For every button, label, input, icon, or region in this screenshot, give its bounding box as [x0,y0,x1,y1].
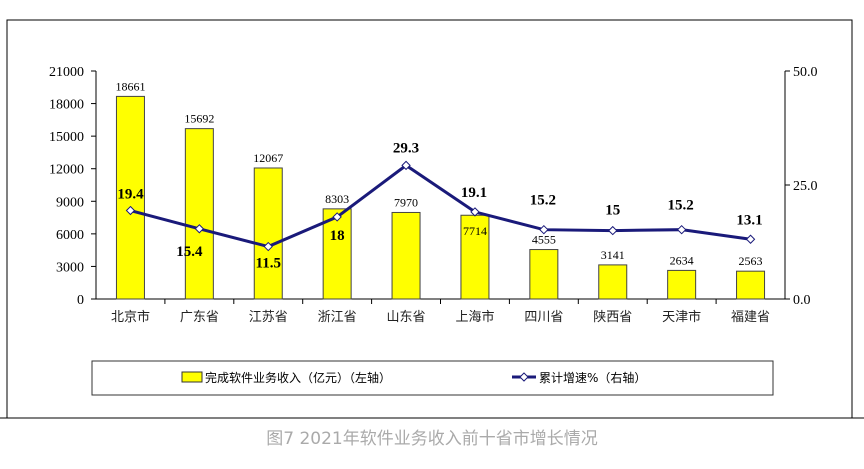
right-tick-label: 50.0 [793,65,818,80]
legend-box [91,360,774,396]
line-value-label: 15.2 [530,193,556,209]
line-value-label: 29.3 [393,140,419,156]
bar [529,249,559,300]
line-point-marker [263,241,273,252]
chart-frame [6,19,853,419]
line-value-label: 18 [330,228,345,244]
bar [253,167,283,300]
left-tick-label: 6000 [56,228,84,243]
left-tick-label: 0 [77,293,84,308]
category-label: 天津市 [662,309,701,325]
bar-value-label: 18661 [115,79,145,93]
line-point-marker [125,205,136,216]
bar-value-label: 4555 [532,233,556,247]
legend-line-label: 累计增速%（右轴） [539,370,646,385]
line-value-label: 15.2 [668,198,694,214]
bar [184,128,214,300]
bar-value-label: 8303 [325,192,349,206]
category-label: 浙江省 [318,310,357,325]
legend-bar-label: 完成软件业务收入（亿元）（左轴） [205,370,391,385]
bar-value-label: 12067 [253,151,283,165]
line-point-marker [539,224,549,235]
bar [667,269,697,300]
category-label: 北京市 [111,309,150,325]
category-label: 广东省 [180,310,219,325]
left-tick-label: 15000 [49,130,84,145]
bar [460,214,490,300]
left-tick-label: 12000 [49,163,84,178]
line-value-label: 15.4 [176,244,203,260]
bar-value-label: 2563 [739,254,763,268]
bar [391,211,421,300]
category-label: 四川省 [524,310,563,325]
legend-diamond-marker [519,372,529,382]
bar-value-label: 2634 [670,253,694,267]
line-value-label: 13.1 [736,212,762,228]
line-point-marker [401,160,411,171]
category-label: 上海市 [455,309,494,325]
bar [736,270,766,300]
right-tick-label: 25.0 [793,179,818,194]
bar-value-label: 7970 [394,195,418,209]
category-label: 福建省 [731,310,770,325]
line-value-label: 15 [605,203,620,219]
bar-value-label: 3141 [601,248,625,262]
bar-value-label: 7714 [463,224,487,238]
line-point-marker [608,225,618,236]
line-value-label: 11.5 [256,256,281,272]
line-point-marker [332,212,342,222]
bar [322,208,352,300]
line-point-marker [745,234,756,244]
line-value-label: 19.1 [461,185,487,201]
bar [598,264,628,300]
category-label: 山东省 [387,310,426,325]
left-tick-label: 9000 [56,195,84,210]
left-tick-label: 18000 [49,98,84,113]
line-point-marker [676,224,687,235]
legend: 完成软件业务收入（亿元）（左轴） 累计增速%（右轴） [91,360,774,396]
line-point-marker [194,224,205,234]
bar [115,95,145,300]
right-tick-label: 0.0 [793,293,811,308]
category-label: 陕西省 [593,310,632,325]
left-tick-label: 21000 [49,65,84,80]
legend-bar-swatch [181,371,203,383]
line-point-marker [470,207,480,217]
left-tick-label: 3000 [56,260,84,275]
growth-line [130,163,751,249]
category-label: 江苏省 [249,309,288,325]
figure-caption: 图7 2021年软件业务收入前十省市增长情况 [266,429,597,449]
bar-value-label: 15692 [184,112,214,126]
line-value-label: 19.4 [117,187,144,203]
